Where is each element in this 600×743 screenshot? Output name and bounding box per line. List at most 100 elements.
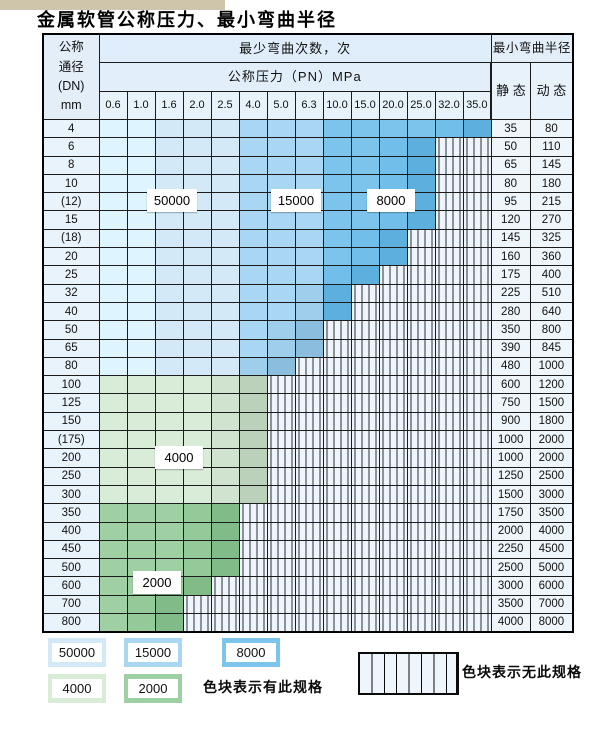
- legend-swatch-label: 15000: [128, 643, 178, 662]
- pressure-col-header: 20.0: [378, 91, 408, 120]
- spec-cell: [182, 155, 212, 175]
- spec-cell: [210, 356, 240, 377]
- header-row-2: 公称压力（PN）MPa 静 态 动 态: [43, 62, 574, 120]
- no-spec-cell: [378, 539, 408, 560]
- dynamic-cell: 7000: [529, 594, 574, 615]
- spec-cell: [98, 539, 128, 560]
- no-spec-cell: [406, 247, 436, 267]
- no-spec-cell: [294, 558, 324, 578]
- no-spec-cell: [462, 594, 492, 615]
- table-row: 10 80 180: [42, 173, 574, 194]
- table-row: 300 1500 3000: [42, 484, 574, 505]
- no-spec-cell: [238, 539, 268, 560]
- spec-cell: [294, 301, 324, 322]
- no-spec-cell: [294, 393, 324, 413]
- no-spec-cell: [462, 155, 492, 175]
- no-spec-cell: [294, 484, 324, 505]
- no-spec-cell: [322, 576, 352, 596]
- table-row: 350 1750 3500: [42, 503, 574, 523]
- spec-cell: [350, 137, 380, 157]
- no-spec-cell: [462, 320, 492, 340]
- spec-cell: [182, 356, 212, 377]
- no-spec-cell: [350, 503, 380, 523]
- spec-cell: [154, 466, 184, 486]
- spec-cell: [182, 137, 212, 157]
- no-spec-cell: [322, 393, 352, 413]
- spec-cell: [182, 210, 212, 230]
- spec-cell: [238, 265, 268, 285]
- spec-cell: [154, 210, 184, 230]
- table-row: 800 4000 8000: [42, 613, 574, 633]
- no-spec-cell: [294, 539, 324, 560]
- spec-cell: [378, 137, 408, 157]
- cycle-count-label: 50000: [147, 189, 197, 212]
- no-spec-cell: [434, 521, 464, 541]
- no-spec-cell: [406, 466, 436, 486]
- spec-cell: [210, 466, 240, 486]
- pressure-col-header: 5.0: [266, 91, 296, 120]
- cycle-count-label: 15000: [271, 189, 321, 212]
- spec-cell: [406, 118, 436, 139]
- no-spec-cell: [294, 466, 324, 486]
- spec-cell: [294, 137, 324, 157]
- spec-cell: [210, 411, 240, 432]
- no-spec-cell: [350, 594, 380, 615]
- spec-cell: [126, 301, 156, 322]
- no-spec-cell: [350, 430, 380, 450]
- static-cell: 50: [490, 137, 531, 157]
- no-spec-cell: [210, 576, 240, 596]
- header-row-1: 公称 通径 (DN) mm 最少弯曲次数，次 最小弯曲半径: [42, 33, 574, 120]
- spec-cell: [210, 393, 240, 413]
- spec-cell: [182, 173, 212, 194]
- spec-cell: [182, 320, 212, 340]
- no-spec-cell: [294, 448, 324, 468]
- no-spec-cell: [294, 521, 324, 541]
- spec-cell: [154, 484, 184, 505]
- no-spec-cell: [238, 613, 268, 633]
- spec-cell: [154, 283, 184, 303]
- spec-cell: [126, 118, 156, 139]
- pressure-col-header: 2.5: [210, 91, 240, 120]
- spec-cell: [266, 265, 296, 285]
- spec-cell: [154, 594, 184, 615]
- spec-cell: [322, 192, 352, 212]
- static-cell: 2500: [490, 558, 531, 578]
- static-cell: 145: [490, 228, 531, 249]
- no-spec-cell: [210, 613, 240, 633]
- spec-cell: [210, 375, 240, 395]
- dynamic-cell: 845: [529, 338, 574, 358]
- no-spec-cell: [434, 430, 464, 450]
- spec-cell: [182, 375, 212, 395]
- no-spec-cell: [378, 283, 408, 303]
- dynamic-cell: 2500: [529, 466, 574, 486]
- spec-cell: [126, 173, 156, 194]
- dynamic-cell: 1200: [529, 375, 574, 395]
- dynamic-cell: 800: [529, 320, 574, 340]
- dn-cell: (175): [42, 430, 100, 450]
- no-spec-cell: [406, 594, 436, 615]
- dn-cell: 600: [42, 576, 100, 596]
- dynamic-cell: 360: [529, 247, 574, 267]
- spec-cell: [462, 118, 492, 139]
- no-spec-cell: [462, 411, 492, 432]
- dn-cell: 200: [42, 448, 100, 468]
- spec-cell: [378, 228, 408, 249]
- spec-cell: [98, 155, 128, 175]
- no-spec-cell: [434, 228, 464, 249]
- header-row-3: 0.6 1.0 1.6 2.0 2.5 4.0 5.0 6.3 10.0 15.0 20.0 25.0…: [43, 91, 573, 120]
- no-spec-cell: [406, 576, 436, 596]
- no-spec-cell: [266, 411, 296, 432]
- spec-cell: [98, 576, 128, 596]
- no-spec-cell: [434, 210, 464, 230]
- spec-cell: [210, 118, 240, 139]
- no-spec-cell: [350, 411, 380, 432]
- no-spec-cell: [434, 173, 464, 194]
- spec-cell: [126, 613, 156, 633]
- spec-cell: [126, 466, 156, 486]
- dynamic-cell: 145: [529, 155, 574, 175]
- no-spec-cell: [378, 594, 408, 615]
- spec-cell: [350, 210, 380, 230]
- static-cell: 120: [490, 210, 531, 230]
- no-spec-cell: [434, 448, 464, 468]
- spec-cell: [154, 301, 184, 322]
